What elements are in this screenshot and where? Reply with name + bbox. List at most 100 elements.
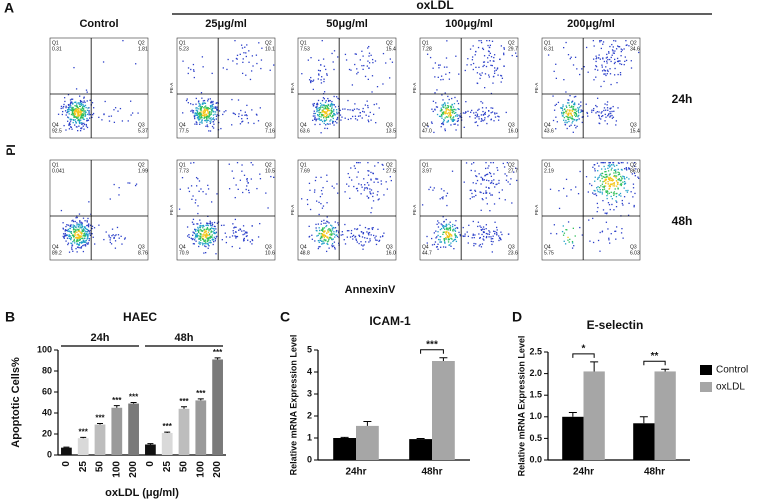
event-dot [437, 234, 439, 237]
event-dot [575, 115, 577, 118]
event-dot [244, 111, 246, 113]
x-tick-label: 0 [61, 461, 72, 467]
event-dot [330, 112, 332, 114]
event-dot [204, 109, 206, 111]
event-dot [83, 233, 85, 235]
event-dot [322, 227, 324, 229]
event-dot [195, 121, 197, 123]
event-dot [65, 240, 67, 242]
plot-frame [176, 37, 276, 139]
event-dot [357, 71, 359, 74]
event-dot [257, 236, 260, 238]
event-dot [350, 167, 352, 169]
event-dot [353, 185, 355, 188]
event-dot [445, 195, 448, 197]
event-dot [256, 187, 258, 190]
event-dot [110, 243, 113, 245]
event-dot [326, 216, 328, 218]
event-dot [60, 209, 63, 212]
quadrant-name: Q1 [52, 162, 59, 168]
column-header: 25μg/ml [205, 18, 247, 30]
event-dot [204, 119, 207, 122]
event-dot [314, 179, 317, 182]
event-dot [496, 112, 498, 114]
event-dot [610, 60, 612, 63]
event-dot [604, 69, 606, 72]
event-dot [594, 180, 596, 182]
event-dot [360, 231, 363, 233]
event-dot [484, 87, 486, 89]
event-dot [614, 61, 616, 64]
event-dot [448, 236, 450, 238]
event-dot [488, 114, 490, 117]
event-dot [442, 121, 445, 123]
event-dot [315, 229, 317, 232]
event-dot [256, 114, 258, 116]
event-dot [317, 223, 320, 225]
event-dot [208, 241, 210, 244]
event-dot [237, 188, 239, 191]
event-dot [443, 190, 445, 192]
event-dot [211, 236, 213, 238]
event-dot [487, 61, 489, 63]
event-dot [602, 209, 605, 211]
event-dot [470, 111, 472, 113]
event-dot [239, 179, 242, 181]
event-dot [482, 61, 485, 63]
event-dot [355, 239, 358, 241]
event-dot [71, 101, 73, 103]
event-dot [366, 182, 369, 184]
event-dot [195, 176, 198, 179]
event-dot [211, 238, 214, 240]
event-dot [312, 104, 315, 107]
event-dot [186, 235, 189, 237]
error-bar [197, 398, 204, 401]
event-dot [326, 241, 329, 243]
event-dot [492, 182, 495, 185]
event-dot [346, 230, 349, 232]
event-dot [448, 235, 450, 237]
plot-frame [541, 159, 641, 261]
event-dot [68, 234, 70, 236]
event-dot [451, 238, 453, 240]
event-dot [617, 45, 619, 47]
event-dot [613, 110, 615, 112]
event-dot [206, 117, 208, 120]
event-dot [193, 115, 195, 117]
event-dot [93, 227, 96, 229]
event-dot [245, 232, 247, 234]
quadrant-name: Q3 [386, 122, 393, 128]
event-dot [192, 243, 195, 245]
event-dot [611, 43, 613, 46]
event-dot [90, 234, 92, 236]
event-dot [601, 66, 603, 68]
event-dot [77, 237, 79, 239]
event-dot [231, 124, 233, 126]
event-dot [91, 102, 94, 104]
event-dot [382, 164, 384, 166]
event-dot [247, 189, 250, 192]
event-dot [619, 180, 622, 182]
event-dot [322, 109, 324, 112]
event-dot [478, 116, 480, 118]
event-dot [434, 76, 436, 78]
event-dot [619, 63, 621, 65]
event-dot [566, 106, 568, 108]
event-dot [201, 236, 203, 238]
event-dot [327, 243, 329, 246]
event-dot [316, 108, 318, 111]
event-dot [75, 115, 78, 118]
event-dot [83, 228, 85, 230]
event-dot [86, 113, 89, 116]
event-dot [239, 228, 241, 230]
event-dot [196, 223, 198, 225]
event-dot [452, 106, 455, 108]
event-dot [65, 229, 67, 232]
event-dot [322, 243, 324, 245]
event-dot [114, 235, 116, 237]
event-dot [481, 102, 484, 104]
event-dot [598, 165, 600, 167]
event-dot [91, 227, 93, 230]
event-dot [476, 116, 478, 118]
event-dot [442, 99, 444, 101]
